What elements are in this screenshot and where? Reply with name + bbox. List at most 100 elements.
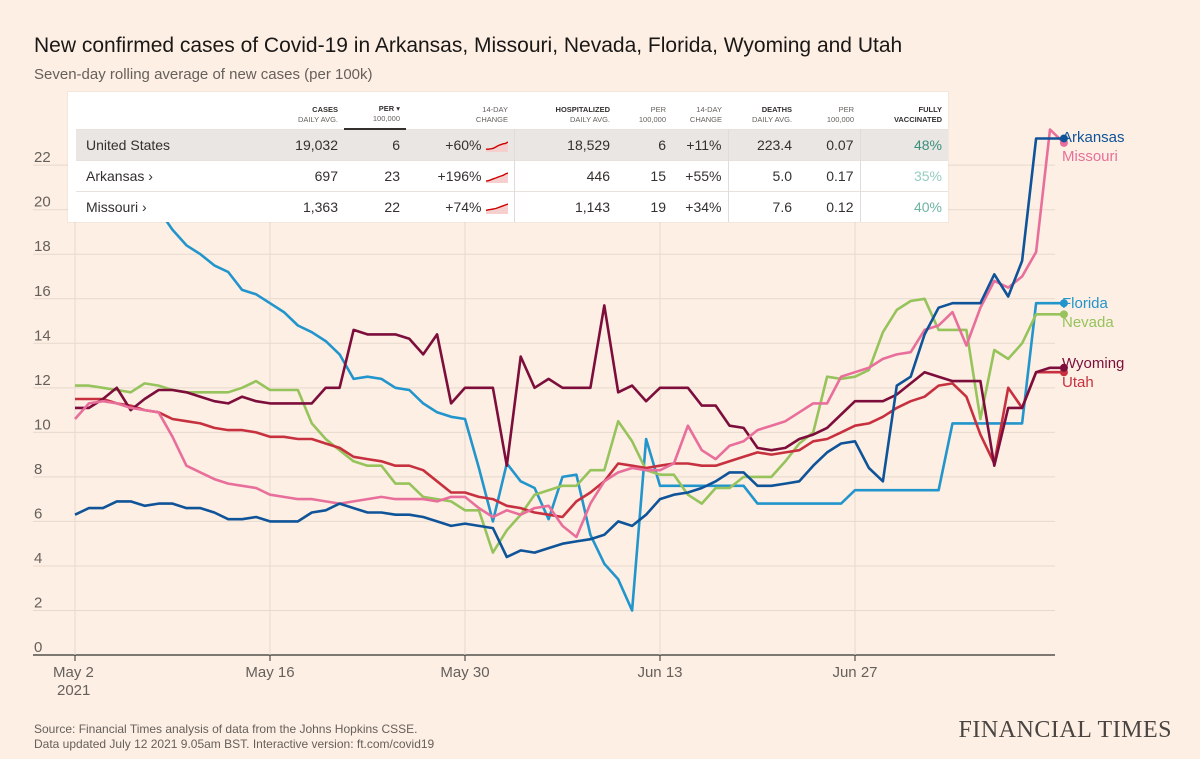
header-14day-change[interactable]: 14-DAY CHANGE xyxy=(475,104,508,124)
x-tick-label: Jun 13 xyxy=(637,664,682,681)
series-endpoint-florida xyxy=(1059,299,1068,308)
row-name[interactable]: Arkansas › xyxy=(76,160,276,192)
cell-hosp-per100k: 19 xyxy=(616,191,672,222)
chart-subtitle: Seven-day rolling average of new cases (… xyxy=(34,66,373,83)
cell-hosp-per100k: 6 xyxy=(616,128,672,161)
series-line-utah xyxy=(75,370,1064,519)
series-label-missouri: Missouri xyxy=(1062,148,1118,165)
stats-table: CASES DAILY AVG. PER ▾ 100,000 14-DAY CHANG… xyxy=(76,92,948,222)
cell-deaths-per100k-value: 0.17 xyxy=(826,168,854,184)
cell-deaths-per100k: 0.17 xyxy=(798,160,861,192)
header-cases[interactable]: CASES DAILY AVG. xyxy=(297,104,338,124)
cell-hospitalized: 1,143 xyxy=(514,191,616,222)
cell-case-change-value: +196% xyxy=(437,168,482,184)
cell-deaths-value: 223.4 xyxy=(756,136,792,153)
row-name: United States xyxy=(76,128,276,161)
cell-deaths-per100k-value: 0.12 xyxy=(826,199,854,215)
y-tick-label: 22 xyxy=(34,149,51,166)
stats-row[interactable]: Missouri › 1,363 22 +74% 1,143 19 +34% 7.6 0.12 4… xyxy=(76,191,948,222)
y-tick-label: 14 xyxy=(34,327,51,344)
header-deaths[interactable]: DEATHS DAILY AVG. xyxy=(751,104,792,124)
series-line-florida xyxy=(73,137,1064,612)
cell-per100k: 22 xyxy=(344,191,406,222)
cell-deaths-per100k: 0.07 xyxy=(798,128,861,161)
y-tick-label: 6 xyxy=(34,505,42,522)
cell-deaths-value: 7.6 xyxy=(772,199,792,215)
series-label-arkansas: Arkansas xyxy=(1062,129,1125,146)
chart-series xyxy=(73,128,1068,612)
stats-header-row: CASES DAILY AVG. PER ▾ 100,000 14-DAY CHANG… xyxy=(76,92,948,130)
header-deaths-per100k[interactable]: PER 100,000 xyxy=(826,104,854,124)
cell-deaths: 223.4 xyxy=(728,128,798,161)
y-tick-label: 20 xyxy=(34,194,51,211)
sparkline-icon xyxy=(485,172,508,184)
header-vaccinated[interactable]: FULLY VACCINATED xyxy=(893,104,942,124)
cell-cases-value: 1,363 xyxy=(302,199,338,215)
cell-vaccinated-value: 40% xyxy=(913,199,942,215)
cell-hosp-per100k-value: 19 xyxy=(650,199,666,215)
cell-hosp-change-value: +11% xyxy=(686,136,722,153)
cell-deaths-per100k-value: 0.07 xyxy=(826,136,854,153)
stats-row[interactable]: Arkansas › 697 23 +196% 446 15 +55% 5.0 0.17 35% xyxy=(76,160,948,192)
cell-cases: 1,363 xyxy=(276,191,344,222)
cell-deaths: 7.6 xyxy=(728,191,798,222)
y-tick-label: 8 xyxy=(34,461,42,478)
cell-per100k-value: 6 xyxy=(392,137,400,153)
cell-vaccinated: 35% xyxy=(860,160,948,192)
cell-hosp-change-value: +34% xyxy=(685,199,722,215)
header-hosp-per100k[interactable]: PER 100,000 xyxy=(638,104,666,124)
cell-vaccinated: 48% xyxy=(860,128,948,161)
cell-case-change: +74% xyxy=(406,191,515,222)
cell-per100k: 23 xyxy=(344,160,406,192)
sparkline-icon xyxy=(485,203,508,215)
series-line-nevada xyxy=(75,297,1064,554)
series-line-wyoming xyxy=(75,304,1064,467)
stats-row: United States 19,032 6 +60% 18,529 6 +11% 223.4… xyxy=(76,128,948,161)
y-tick-label: 2 xyxy=(34,594,42,611)
series-label-nevada: Nevada xyxy=(1062,314,1114,331)
cell-hosp-per100k-value: 6 xyxy=(658,136,666,153)
y-tick-label: 16 xyxy=(34,283,51,300)
cell-hospitalized-value: 1,143 xyxy=(574,199,610,215)
cell-hospitalized-value: 446 xyxy=(586,168,610,184)
source-line: Source: Financial Times analysis of data… xyxy=(34,722,418,736)
cell-cases: 697 xyxy=(276,160,344,192)
cell-per100k: 6 xyxy=(344,128,406,161)
series-label-wyoming: Wyoming xyxy=(1062,355,1124,372)
header-hospitalized[interactable]: HOSPITALIZED DAILY AVG. xyxy=(555,104,610,124)
series-label-utah: Utah xyxy=(1062,374,1094,391)
cell-hosp-change-value: +55% xyxy=(685,168,722,184)
cell-case-change: +196% xyxy=(406,160,515,192)
series-endpoint-wyoming xyxy=(1059,363,1068,372)
row-name[interactable]: Missouri › xyxy=(76,191,276,222)
cell-hosp-change: +11% xyxy=(672,128,729,161)
x-tick-year: 2021 xyxy=(57,682,90,699)
series-label-florida: Florida xyxy=(1062,295,1109,312)
cell-hosp-per100k-value: 15 xyxy=(650,168,666,184)
cell-cases-value: 697 xyxy=(314,168,338,184)
cell-deaths-per100k: 0.12 xyxy=(798,191,861,222)
series-line-arkansas xyxy=(74,137,1064,559)
cell-vaccinated: 40% xyxy=(860,191,948,222)
update-line: Data updated July 12 2021 9.05am BST. In… xyxy=(34,737,435,751)
cell-per100k-value: 22 xyxy=(384,199,400,215)
stats-table-panel: CASES DAILY AVG. PER ▾ 100,000 14-DAY CHANG… xyxy=(68,92,948,222)
cell-case-change-value: +60% xyxy=(445,136,482,153)
cell-cases-value: 19,032 xyxy=(295,136,338,153)
chart-title: New confirmed cases of Covid-19 in Arkan… xyxy=(34,34,903,57)
cell-deaths-value: 5.0 xyxy=(772,168,792,184)
cell-deaths: 5.0 xyxy=(728,160,798,192)
source-note: Source: Financial Times analysis of data… xyxy=(34,722,434,752)
y-tick-label: 10 xyxy=(34,416,51,433)
cell-hosp-per100k: 15 xyxy=(616,160,672,192)
header-per100k-sorted[interactable]: PER ▾ 100,000 xyxy=(344,92,406,130)
cell-vaccinated-value: 48% xyxy=(913,136,942,153)
y-tick-label: 18 xyxy=(34,238,51,255)
header-hosp-change[interactable]: 14-DAY CHANGE xyxy=(689,104,722,124)
header-name xyxy=(76,92,276,129)
ft-logo: FINANCIAL TIMES xyxy=(958,717,1172,743)
series-line-missouri xyxy=(74,128,1065,539)
series-endpoint-nevada xyxy=(1059,310,1068,319)
cell-hosp-change: +34% xyxy=(672,191,729,222)
cell-hospitalized-value: 18,529 xyxy=(567,136,610,153)
